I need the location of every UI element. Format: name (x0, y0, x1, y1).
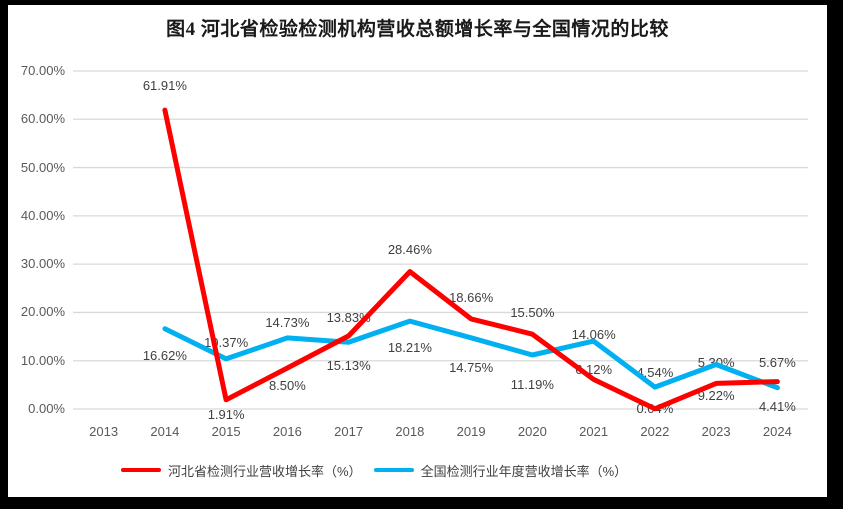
series-line-layer (162, 107, 780, 412)
x-axis-tick-label: 2016 (272, 424, 302, 439)
series-line-national (162, 318, 780, 391)
y-axis-tick-label: 40.00% (20, 207, 65, 223)
x-axis-tick-label: 2021 (579, 424, 609, 439)
gridline-layer (73, 70, 808, 410)
data-label: 61.91% (142, 78, 187, 94)
data-label: 15.13% (326, 357, 371, 373)
data-label: 4.54% (636, 365, 674, 381)
x-axis-tick-label: 2015 (211, 424, 241, 439)
data-label: 14.06% (571, 327, 616, 343)
y-axis-tick-label: 20.00% (20, 304, 65, 320)
data-label-layer: 61.91% 1.91% 8.50% 15.13% 28.46% 18.66% 15.50%… (8, 5, 827, 497)
data-label: 1.91% (207, 406, 245, 422)
y-axis-tick-label: 50.00% (20, 159, 65, 175)
legend-blue-line-icon (373, 467, 414, 473)
y-axis-tick-label: 0.00% (28, 401, 65, 416)
data-label: 9.22% (697, 388, 735, 404)
legend: 河北省检测行业营收增长率（%） 全国检测行业年度营收增长率（%） (121, 460, 627, 480)
x-axis-tick-label: 2017 (334, 424, 364, 439)
legend-label-hebei: 河北省检测行业营收增长率（%） (168, 463, 362, 479)
x-axis-tick-label: 2014 (150, 424, 180, 439)
x-axis-tick-label: 2019 (456, 424, 486, 439)
chart-frame: 图4 河北省检验检测机构营收总额增长率与全国情况的比较 0.00% 10.00% 2… (8, 5, 827, 497)
legend-item-national: 全国检测行业年度营收增长率（%） (373, 461, 628, 480)
data-label: 18.66% (449, 289, 494, 305)
y-axis-tick-label: 10.00% (20, 352, 65, 368)
y-axis-tick-label: 30.00% (20, 256, 65, 272)
legend-red-line-icon (121, 467, 161, 473)
data-label: 14.75% (449, 359, 494, 375)
data-label: 5.67% (758, 354, 796, 370)
data-label: 11.19% (510, 376, 554, 392)
data-label: 14.73% (265, 314, 310, 330)
data-label: 8.50% (268, 377, 306, 393)
x-axis-tick-label: 2024 (762, 424, 792, 439)
x-axis-tick-label: 2020 (517, 424, 547, 439)
y-axis-tick-label: 60.00% (20, 111, 65, 127)
data-label: 16.62% (142, 347, 187, 363)
data-label: 28.46% (387, 241, 432, 257)
legend-item-hebei: 河北省检测行业营收增长率（%） (121, 461, 362, 480)
data-label: 18.21% (387, 340, 432, 356)
legend-label-national: 全国检测行业年度营收增长率（%） (420, 463, 628, 479)
data-label: 4.41% (758, 398, 796, 414)
series-line-hebei (162, 107, 780, 412)
x-axis-tick-label: 2022 (640, 424, 670, 439)
x-axis-tick-label: 2023 (701, 424, 731, 439)
x-axis-tick-label: 2013 (89, 424, 119, 439)
x-axis-tick-label: 2018 (395, 424, 425, 439)
axis-tick-layer: 0.00% 10.00% 20.00% 30.00% 40.00% 50.00% 60.00… (8, 5, 827, 497)
y-axis-tick-label: 70.00% (20, 63, 65, 78)
data-label: 15.50% (510, 305, 555, 321)
chart-title: 图4 河北省检验检测机构营收总额增长率与全国情况的比较 (166, 19, 669, 40)
